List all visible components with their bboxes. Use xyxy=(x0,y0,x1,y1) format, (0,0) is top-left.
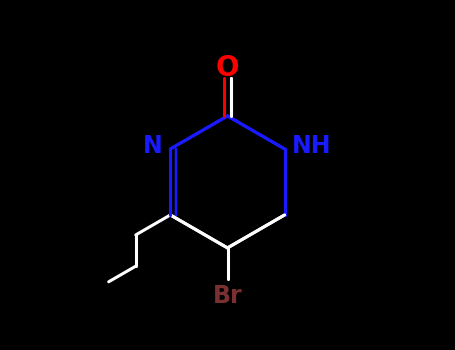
Text: O: O xyxy=(216,54,239,82)
Text: Br: Br xyxy=(212,284,243,308)
Text: N: N xyxy=(143,134,163,158)
Text: NH: NH xyxy=(292,134,332,158)
